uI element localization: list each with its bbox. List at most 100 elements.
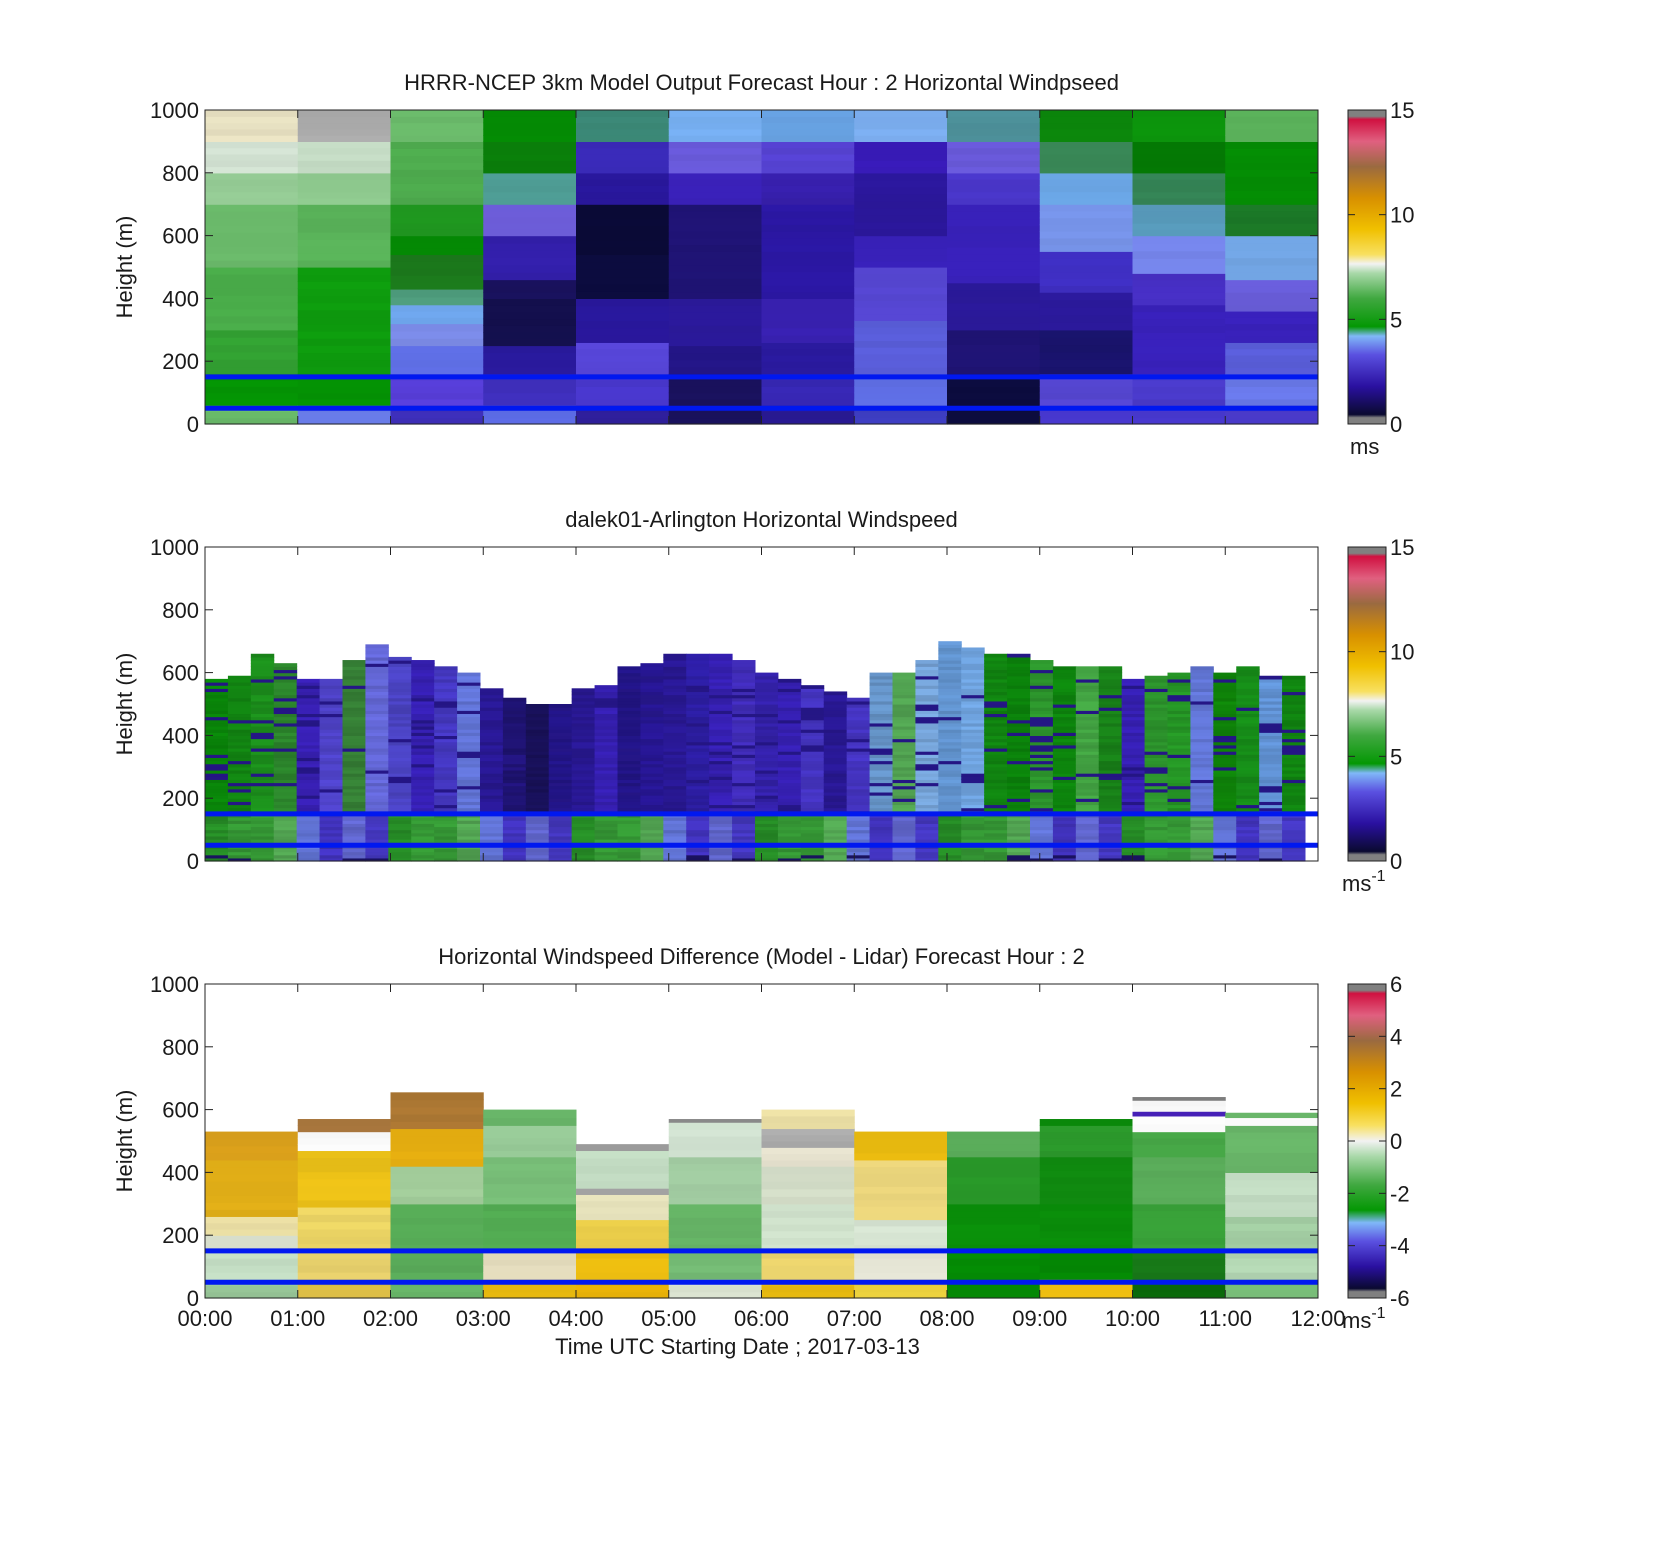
- heatmap-cell: [205, 785, 229, 790]
- heatmap-cell: [668, 237, 762, 246]
- heatmap-cell: [761, 251, 855, 259]
- heatmap-cell: [434, 791, 458, 796]
- heatmap-cell: [365, 769, 389, 774]
- heatmap-cell: [1098, 738, 1123, 743]
- heatmap-cell: [1039, 285, 1133, 293]
- heatmap-cell: [388, 669, 412, 674]
- heatmap-cell: [1144, 807, 1168, 812]
- heatmap-cell: [502, 769, 527, 774]
- heatmap-cell: [1282, 817, 1306, 821]
- heatmap-cell: [777, 854, 802, 859]
- heatmap-cell: [1213, 782, 1237, 787]
- heatmap-cell: [250, 729, 275, 733]
- heatmap-cell: [1030, 801, 1054, 806]
- heatmap-cell: [1190, 688, 1214, 693]
- heatmap-cell: [915, 795, 939, 799]
- heatmap-cell: [480, 722, 504, 727]
- heatmap-cell: [800, 769, 825, 774]
- heatmap-cell: [390, 1181, 484, 1190]
- heatmap-cell: [755, 817, 779, 821]
- heatmap-cell: [205, 239, 299, 247]
- heatmap-cell: [411, 760, 435, 765]
- heatmap-cell: [390, 1135, 484, 1145]
- heatmap-cell: [1098, 832, 1123, 837]
- heatmap-cell: [457, 766, 481, 771]
- heatmap-cell: [548, 704, 573, 708]
- heatmap-cell: [854, 241, 948, 249]
- heatmap-cell: [686, 666, 710, 671]
- heatmap-cell: [938, 660, 962, 664]
- heatmap-cell: [846, 820, 871, 824]
- heatmap-cell: [390, 288, 484, 298]
- heatmap-cell: [525, 795, 550, 799]
- heatmap-cell: [1030, 773, 1054, 777]
- heatmap-cell: [594, 691, 618, 696]
- heatmap-cell: [961, 647, 985, 652]
- heatmap-cell: [342, 694, 366, 699]
- heatmap-cell: [777, 804, 802, 809]
- heatmap-cell: [984, 826, 1008, 831]
- heatmap-cell: [869, 754, 893, 758]
- heatmap-cell: [250, 675, 275, 680]
- heatmap-cell: [640, 688, 664, 693]
- heatmap-cell: [640, 729, 664, 733]
- heatmap-cell: [434, 835, 458, 840]
- heatmap-cell: [938, 782, 962, 787]
- heatmap-cell: [761, 1250, 855, 1259]
- heatmap-cell: [663, 798, 687, 802]
- heatmap-cell: [961, 801, 985, 806]
- heatmap-cell: [297, 1164, 391, 1173]
- heatmap-cell: [755, 795, 779, 799]
- heatmap-cell: [1007, 835, 1031, 840]
- heatmap-cell: [947, 282, 1041, 291]
- heatmap-cell: [755, 823, 779, 828]
- heatmap-cell: [640, 666, 664, 671]
- heatmap-cell: [732, 823, 756, 828]
- heatmap-cell: [777, 722, 802, 727]
- heatmap-cell: [480, 773, 504, 777]
- heatmap-cell: [892, 785, 916, 790]
- heatmap-cell: [1282, 719, 1306, 724]
- heatmap-cell: [854, 380, 948, 387]
- heatmap-cell: [947, 166, 1041, 174]
- heatmap-cell: [892, 857, 916, 862]
- heatmap-cell: [947, 1183, 1041, 1191]
- heatmap-cell: [846, 817, 871, 821]
- heatmap-cell: [663, 656, 687, 661]
- heatmap-cell: [483, 264, 577, 273]
- heatmap-cell: [617, 694, 641, 699]
- heatmap-cell: [480, 691, 504, 696]
- heatmap-cell: [961, 744, 985, 749]
- heatmap-cell: [668, 231, 762, 239]
- heatmap-cell: [576, 218, 670, 227]
- heatmap-cell: [854, 1138, 948, 1147]
- heatmap-cell: [668, 325, 762, 333]
- heatmap-cell: [1098, 848, 1123, 853]
- heatmap-cell: [227, 725, 252, 730]
- heatmap-cell: [961, 678, 985, 683]
- colorbar-tick-label: 10: [1390, 640, 1414, 665]
- heatmap-cell: [594, 763, 618, 768]
- heatmap-cell: [434, 722, 458, 727]
- heatmap-cell: [1030, 757, 1054, 762]
- heatmap-cell: [761, 335, 855, 343]
- heatmap-cell: [892, 766, 916, 771]
- heatmap-cell: [854, 1225, 948, 1233]
- heatmap-cell: [984, 857, 1008, 862]
- heatmap-cell: [480, 735, 504, 740]
- heatmap-cell: [297, 323, 391, 332]
- heatmap-cell: [663, 672, 687, 677]
- heatmap-cell: [961, 757, 985, 762]
- heatmap-cell: [777, 710, 802, 715]
- heatmap-cell: [1225, 1291, 1319, 1299]
- heatmap-cell: [1039, 337, 1133, 346]
- heatmap-cell: [594, 832, 618, 837]
- heatmap-cell: [390, 1285, 484, 1293]
- heatmap-cell: [205, 128, 299, 136]
- heatmap-cell: [525, 829, 550, 834]
- heatmap-cell: [777, 832, 802, 837]
- heatmap-cell: [1052, 747, 1077, 752]
- heatmap-cell: [1213, 747, 1237, 752]
- heatmap-cell: [800, 826, 825, 831]
- heatmap-cell: [1144, 817, 1168, 821]
